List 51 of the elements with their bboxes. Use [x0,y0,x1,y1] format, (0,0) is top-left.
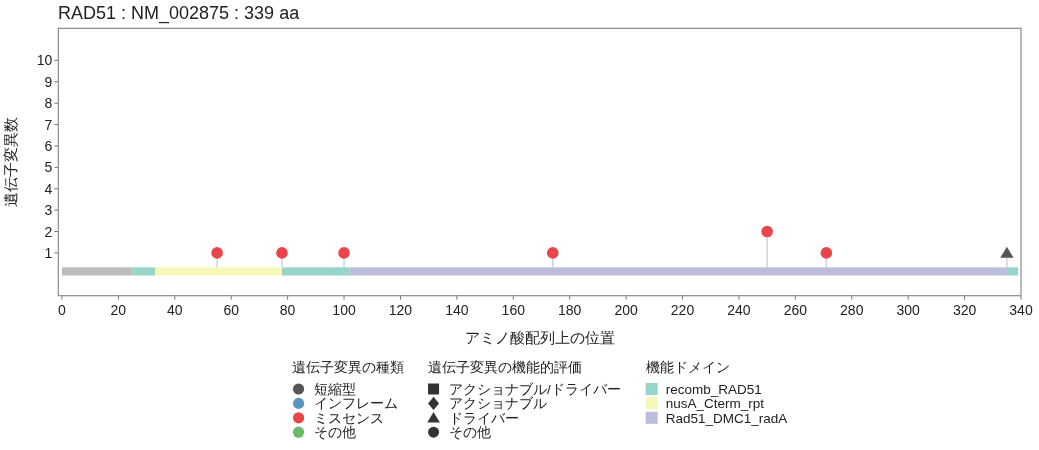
x-tick-label: 200 [614,301,638,318]
x-tick-label: 40 [167,301,183,318]
y-tick-label: 3 [44,202,53,219]
y-tick-label: 6 [44,137,53,154]
y-tick-label: 9 [44,73,53,90]
x-tick-label: 60 [223,301,240,318]
x-tick-label: 120 [388,301,413,318]
bar [281,267,350,276]
text: 遺伝子変異の機能的評価 [428,360,583,375]
x-tick-label: 340 [1009,301,1033,318]
legend-label: ドライバー [449,410,520,426]
x-axis-title: アミノ酸配列上の位置 [464,329,615,346]
x-tick-label: 160 [501,301,526,318]
x-tick-label: 20 [110,301,127,318]
x-tick-label: 80 [279,301,296,318]
legend-label: その他 [449,424,492,440]
x-tick-label: 320 [952,301,977,318]
y-tick-label: 1 [44,244,53,261]
bar [132,267,156,276]
y-tick-label: 4 [44,180,53,197]
bar [61,267,133,276]
x-tick-label: 280 [840,301,864,318]
legend-label: nusA_Cterm_rpt [665,396,765,412]
legend-label: アクショナブル/ドライバー [449,381,621,397]
legend-label: その他 [314,424,357,440]
y-tick-label: 8 [44,95,53,112]
legend-label: インフレーム [314,396,399,412]
y-tick-label: 7 [44,116,53,133]
y-tick-label: 5 [44,159,53,176]
legend-label: Rad51_DMC1_radA [665,410,788,426]
x-tick-label: 240 [727,301,751,318]
text: 遺伝子変異の種類 [292,360,405,375]
legend-label: アクショナブル [449,396,548,412]
bar [155,267,282,276]
x-tick-label: 0 [58,301,67,318]
x-tick-label: 300 [896,301,921,318]
x-tick-label: 220 [670,301,695,318]
y-tick-label: 2 [44,223,53,240]
y-tick-label: 10 [36,52,53,69]
bar [1006,267,1019,276]
legend-label: recomb_RAD51 [665,381,762,397]
x-tick-label: 100 [332,301,356,318]
x-tick-label: 180 [558,301,582,318]
chart-title: RAD51 : NM_002875 : 339 aa [58,3,301,24]
legend-title: 機能ドメイン [645,360,730,375]
y-axis-title: 遺伝子変異数 [2,117,19,207]
legend-label: ミスセンス [314,410,385,426]
legend-label: 短縮型 [314,381,357,397]
bar [349,267,1007,276]
x-tick-label: 140 [445,301,469,318]
x-tick-label: 260 [783,301,808,318]
